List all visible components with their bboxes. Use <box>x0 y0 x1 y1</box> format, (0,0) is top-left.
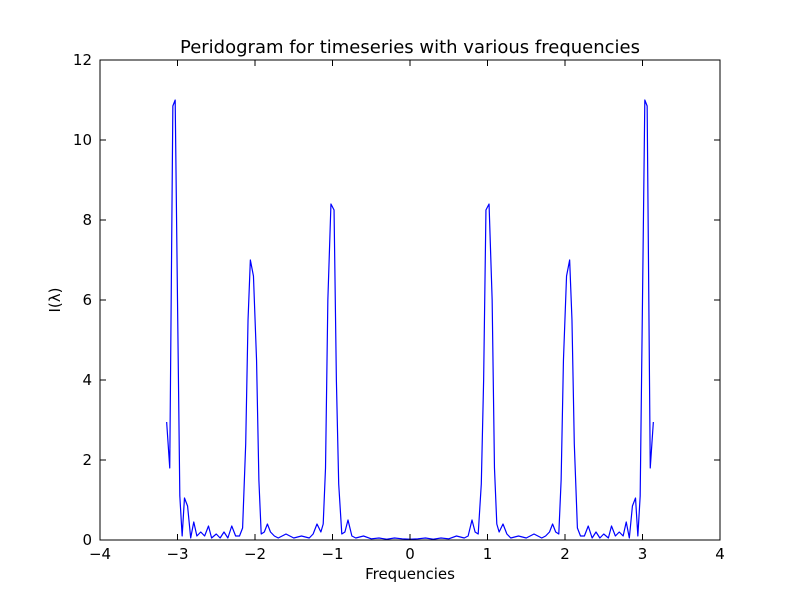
x-tick-label: 3 <box>638 545 648 563</box>
x-tick-label: −3 <box>166 545 188 563</box>
y-tick-label: 0 <box>82 531 92 549</box>
y-tick-label: 10 <box>73 131 92 149</box>
y-tick-label: 6 <box>82 291 92 309</box>
x-tick-label: −1 <box>321 545 343 563</box>
x-axis-label: Frequencies <box>365 565 455 583</box>
x-tick-label: −4 <box>89 545 111 563</box>
x-tick-label: 2 <box>560 545 570 563</box>
x-tick-label: 1 <box>483 545 493 563</box>
y-tick-label: 2 <box>82 451 92 469</box>
y-tick-label: 4 <box>82 371 92 389</box>
y-tick-label: 12 <box>73 51 92 69</box>
x-tick-label: 0 <box>405 545 415 563</box>
y-axis-label: I(λ) <box>46 287 64 312</box>
x-tick-label: −2 <box>244 545 266 563</box>
y-tick-label: 8 <box>82 211 92 229</box>
x-tick-label: 4 <box>715 545 725 563</box>
chart-title: Peridogram for timeseries with various f… <box>180 37 640 58</box>
